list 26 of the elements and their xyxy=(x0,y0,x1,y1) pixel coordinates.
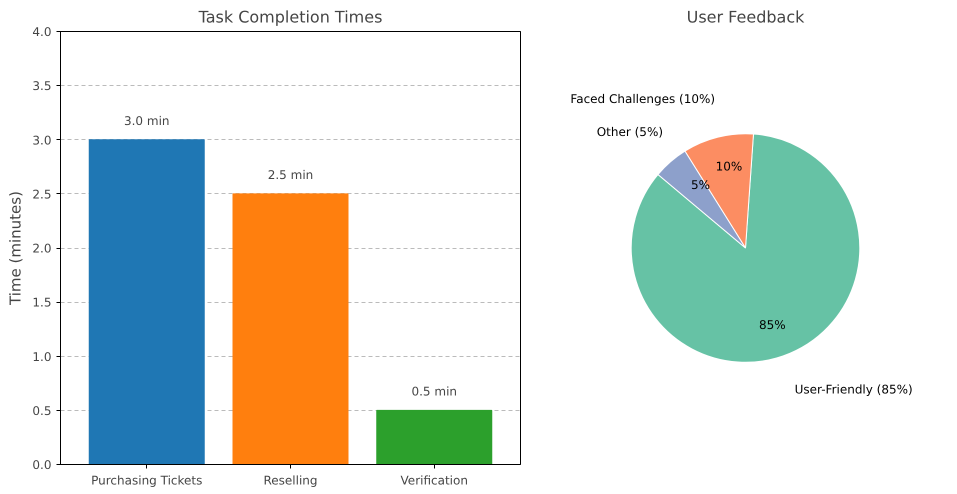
slice-label: User-Friendly (85%) xyxy=(794,382,913,396)
y-tick-label: 0.0 xyxy=(32,458,52,472)
slice-label: Other (5%) xyxy=(596,125,664,140)
y-tick-label: 3.0 xyxy=(32,133,52,148)
chart-title: User Feedback xyxy=(686,8,806,26)
y-tick-label: 1.5 xyxy=(32,296,52,310)
bar xyxy=(232,193,348,464)
data-label: 0.5 min xyxy=(411,384,458,398)
slice-label: Faced Challenges (10%) xyxy=(570,92,716,106)
x-tick-label: Purchasing Tickets xyxy=(91,474,202,488)
y-tick-label: 2.0 xyxy=(32,242,52,256)
y-tick-label: 3.5 xyxy=(32,79,52,94)
data-label: 10% xyxy=(716,160,742,174)
bar xyxy=(376,410,492,464)
bar xyxy=(88,139,205,464)
data-label: 2.5 min xyxy=(268,168,314,182)
y-tick-label: 1.0 xyxy=(32,350,52,364)
y-tick-label: 4.0 xyxy=(32,25,52,39)
y-axis-title: Time (minutes) xyxy=(6,191,24,306)
x-tick-label: Reselling xyxy=(263,474,318,488)
chart-title: Task Completion Times xyxy=(198,8,382,26)
x-tick-label: Verification xyxy=(400,474,468,488)
data-label: 3.0 min xyxy=(124,114,170,128)
y-tick-label: 0.5 xyxy=(32,404,52,418)
y-tick-label: 2.5 xyxy=(32,187,52,202)
data-label: 85% xyxy=(758,318,786,332)
